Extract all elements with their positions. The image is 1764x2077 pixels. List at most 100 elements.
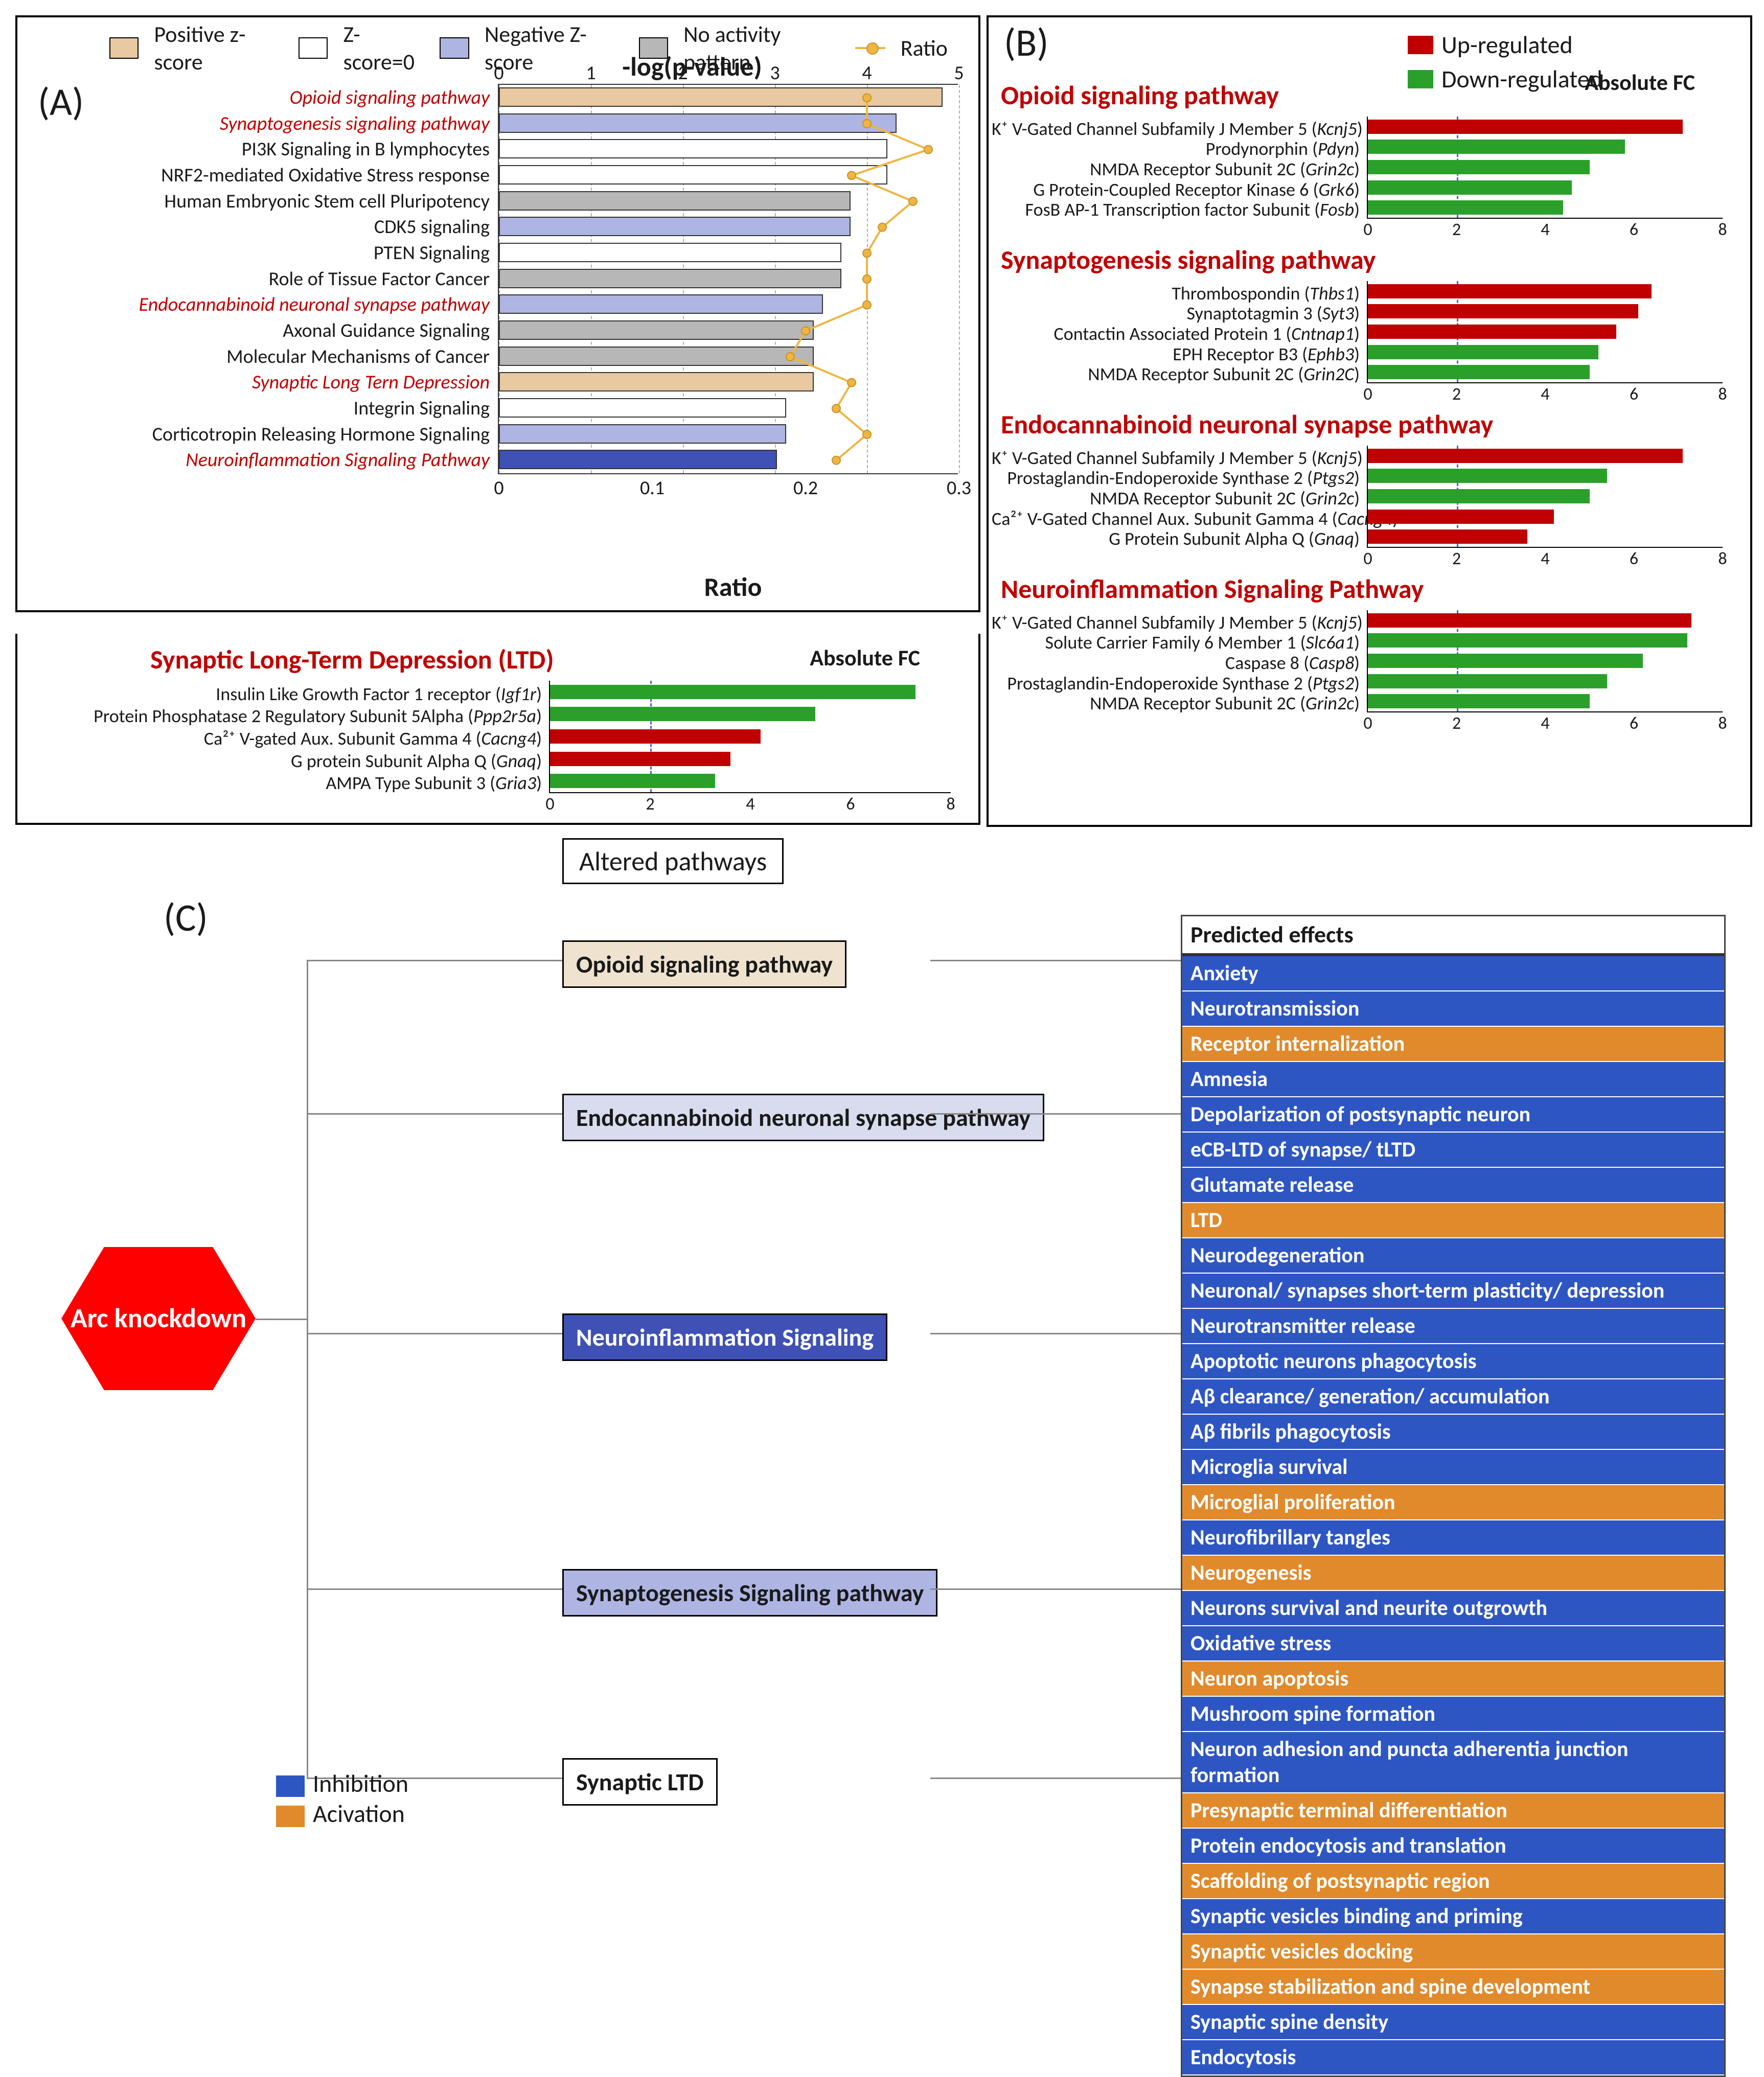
pathway-title: Synaptogenesis signaling pathway [1001, 243, 1750, 276]
fc-bar [1368, 654, 1643, 668]
pathway-label: PI3K Signaling in B lymphocytes [50, 137, 490, 161]
panel-a-plot: 01234500.10.20.3Opioid signaling pathway… [498, 84, 958, 559]
fc-bar [1368, 510, 1554, 524]
pathway-bar [499, 243, 841, 262]
fc-label: Ca²⁺ V-gated Aux. Subunit Gamma 4 (Cacng… [20, 727, 542, 750]
pathway-bar [499, 165, 887, 184]
pathway-label: Human Embryonic Stem cell Pluripotency [50, 190, 490, 213]
pathway-title: Neuroinflammation Signaling Pathway [1001, 572, 1750, 605]
pathway-label: CDK5 signaling [50, 215, 490, 239]
predicted-effect: Neurotransmission [1182, 991, 1724, 1027]
fc-label: Protein Phosphatase 2 Regulatory Subunit… [20, 705, 542, 727]
pathway-bar [499, 139, 887, 158]
fc-bar [1368, 284, 1652, 298]
fc-label: K⁺ V-Gated Channel Subfamily J Member 5 … [992, 611, 1360, 634]
fc-bar [1368, 694, 1590, 708]
predicted-effect: Synaptic vesicles binding and priming [1182, 1899, 1724, 1934]
panel-c-key: Inhibition Acivation [276, 1768, 408, 1829]
fc-label: NMDA Receptor Subunit 2C (Grin2c) [992, 158, 1360, 180]
pathway-bar [499, 294, 823, 314]
pathway-title: Endocannabinoid neuronal synapse pathway [1001, 408, 1750, 441]
fc-label: K⁺ V-Gated Channel Subfamily J Member 5 … [992, 447, 1360, 469]
predicted-effect: Microglial proliferation [1182, 1485, 1724, 1520]
pathway-box: Endocannabinoid neuronal synapse pathway [562, 1094, 1044, 1141]
fc-bar [550, 707, 815, 721]
predicted-effect: Aβ clearance/ generation/ accumulation [1182, 1379, 1724, 1415]
fc-label: Insulin Like Growth Factor 1 receptor (I… [20, 683, 542, 705]
pathway-label: Molecular Mechanisms of Cancer [50, 345, 490, 368]
predicted-effect: Presynaptic terminal differentiation [1182, 1793, 1724, 1829]
pathway-box: Synaptic LTD [562, 1758, 718, 1806]
predicted-effect: Neurons survival and neurite outgrowth [1182, 1591, 1724, 1626]
pathway-bar [499, 320, 814, 340]
fc-label: FosB AP-1 Transcription factor Subunit (… [992, 198, 1360, 221]
fc-label: EPH Receptor B3 (Ephb3) [992, 343, 1360, 365]
fc-bar [1368, 120, 1683, 134]
pathway-bar [499, 347, 814, 366]
predicted-effect: Apoptotic neurons phagocytosis [1182, 1344, 1724, 1379]
fc-label: NMDA Receptor Subunit 2C (Grin2c) [992, 487, 1360, 510]
fc-bar [1368, 345, 1598, 359]
fc-bar [1368, 529, 1527, 544]
fc-label: NMDA Receptor Subunit 2C (Grin2C) [992, 363, 1360, 385]
legend-label: Z-score=0 [343, 20, 424, 76]
fc-bar [1368, 325, 1616, 339]
fc-bar [1368, 200, 1563, 215]
pathway-label: Opioid signaling pathway [50, 86, 490, 109]
predicted-effect: Amnesia [1182, 1062, 1724, 1097]
pathway-label: Integrin Signaling [50, 397, 490, 420]
pathway-label: Neuroinflammation Signaling Pathway [50, 448, 490, 472]
pathway-label: PTEN Signaling [50, 241, 490, 265]
fc-label: Solute Carrier Family 6 Member 1 (Slc6a1… [992, 631, 1360, 654]
fc-bar [1368, 365, 1590, 379]
pathway-label: NRF2-mediated Oxidative Stress response [50, 164, 490, 187]
fc-bar [550, 752, 730, 766]
pathway-bar [499, 191, 851, 211]
fc-chart: 02468K⁺ V-Gated Channel Subfamily J Memb… [1367, 610, 1723, 712]
fc-label: Caspase 8 (Casp8) [992, 652, 1360, 674]
pathway-title: Opioid signaling pathway [1001, 79, 1750, 111]
pathway-label: Endocannabinoid neuronal synapse pathway [50, 293, 490, 316]
predicted-effect: Neuronal/ synapses short-term plasticity… [1182, 1274, 1724, 1309]
key-inhibition-label: Inhibition [313, 1768, 408, 1798]
fc-bar [1368, 613, 1691, 628]
fc-label: Thrombospondin (Thbs1) [992, 282, 1360, 305]
panel-b: (B) Up-regulatedDown-regulated Absolute … [987, 15, 1752, 827]
fc-bar [1368, 469, 1607, 483]
pathway-box: Synaptogenesis Signaling pathway [562, 1569, 937, 1617]
fc-bar [550, 774, 715, 788]
legend-swatch [109, 37, 139, 59]
panel-b-label: (B) [1004, 19, 1048, 66]
predicted-effect: Neurodegeneration [1182, 1238, 1724, 1274]
axis-title-bottom: Ratio [590, 570, 876, 603]
predicted-effect: Neuron apoptosis [1182, 1661, 1724, 1697]
fc-label: Contactin Associated Protein 1 (Cntnap1) [992, 322, 1360, 345]
fc-bar [550, 685, 915, 699]
fc-chart: 02468K⁺ V-Gated Channel Subfamily J Memb… [1367, 446, 1723, 548]
altered-pathways-label: Altered pathways [562, 838, 784, 884]
fc-bar [1368, 180, 1572, 195]
panel-b-pathways: Opioid signaling pathway 02468K⁺ V-Gated … [989, 79, 1750, 712]
key-activation-label: Acivation [313, 1798, 405, 1829]
predicted-effect: Scaffolding of postsynaptic region [1182, 1864, 1724, 1899]
predicted-effect: Synaptic spine density [1182, 2005, 1724, 2040]
predicted-effect: Glutamate release [1182, 1168, 1724, 1203]
predicted-effect: Neurogenesis [1182, 1556, 1724, 1591]
pathway-label: Synaptic Long Tern Depression [50, 371, 490, 394]
fc-label: K⁺ V-Gated Channel Subfamily J Member 5 … [992, 118, 1360, 140]
predicted-effect: Protein endocytosis and translation [1182, 1829, 1724, 1864]
ltd-chart: 02468Insulin Like Growth Factor 1 recept… [549, 681, 951, 793]
pathway-bar [499, 87, 943, 107]
fc-label: G Protein-Coupled Receptor Kinase 6 (Grk… [992, 178, 1360, 201]
panel-c-label: (C) [164, 894, 208, 941]
panel-ltd: Synaptic Long-Term Depression (LTD) Abso… [15, 634, 980, 825]
predicted-effect: Oxidative stress [1182, 1626, 1724, 1661]
predicted-effect: Mushroom spine formation [1182, 1697, 1724, 1732]
pathway-label: Axonal Guidance Signaling [50, 319, 490, 342]
predicted-effect: Aβ fibrils phagocytosis [1182, 1415, 1724, 1450]
arc-knockdown-hexagon: Arc knockdown [61, 1247, 256, 1390]
fc-bar [1368, 633, 1687, 648]
pathway-box: Neuroinflammation Signaling [562, 1313, 887, 1361]
legend-label: Positive z-score [154, 20, 283, 76]
predicted-effect: Neurofibrillary tangles [1182, 1520, 1724, 1556]
